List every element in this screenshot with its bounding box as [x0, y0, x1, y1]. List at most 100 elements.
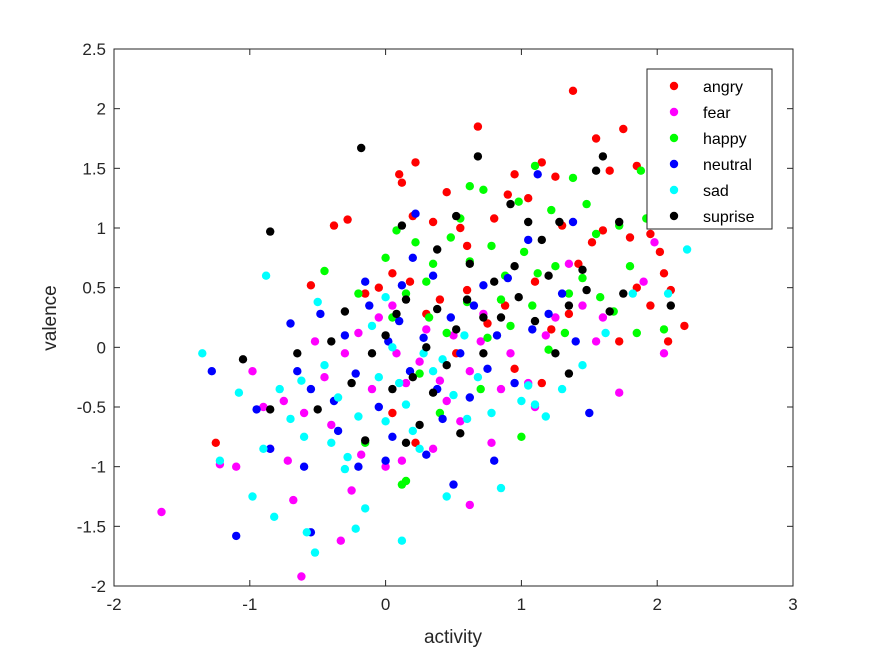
data-point — [286, 319, 295, 328]
legend-item-happy: happy — [669, 131, 747, 148]
data-point — [401, 400, 411, 409]
data-point — [462, 295, 472, 304]
data-point — [557, 384, 567, 394]
data-point — [365, 301, 374, 310]
data-point — [299, 462, 309, 471]
data-point — [503, 273, 512, 283]
data-point — [598, 313, 608, 322]
data-point — [422, 277, 431, 286]
data-point — [270, 512, 279, 521]
data-point — [207, 367, 216, 376]
data-point — [405, 277, 415, 286]
data-point — [585, 408, 594, 418]
data-point — [442, 396, 451, 406]
data-point — [479, 281, 488, 290]
data-point — [571, 337, 580, 346]
y-tick-label: -2 — [91, 577, 106, 596]
data-point — [286, 414, 295, 424]
data-point — [297, 376, 306, 385]
data-point — [564, 289, 574, 298]
data-point — [541, 412, 550, 421]
data-point — [564, 369, 574, 378]
data-point — [395, 170, 404, 179]
data-point — [442, 492, 451, 501]
data-point — [496, 313, 506, 322]
data-point — [442, 188, 451, 197]
y-tick-label: 0 — [97, 338, 106, 357]
data-point — [510, 378, 519, 388]
data-point — [234, 388, 244, 397]
legend-marker — [669, 133, 679, 143]
data-point — [306, 384, 316, 394]
data-point — [388, 343, 397, 352]
x-tick-label: 0 — [381, 595, 390, 614]
data-point — [582, 285, 591, 295]
data-point — [428, 217, 438, 227]
data-point — [367, 321, 377, 331]
data-point — [487, 408, 496, 418]
data-point — [560, 328, 570, 338]
data-point — [514, 293, 523, 302]
data-point — [411, 209, 420, 218]
data-point — [490, 277, 499, 286]
y-tick-label: 1 — [97, 219, 106, 238]
data-point — [490, 214, 499, 223]
data-point — [261, 271, 271, 280]
data-point — [329, 221, 339, 230]
data-point — [424, 313, 434, 322]
data-point — [415, 369, 424, 378]
data-point — [336, 536, 345, 545]
data-point — [533, 170, 542, 179]
data-point — [395, 378, 404, 388]
data-point — [598, 152, 608, 161]
data-point — [537, 158, 546, 167]
data-point — [533, 269, 542, 278]
data-point — [530, 400, 540, 409]
data-point — [537, 235, 546, 245]
data-point — [408, 426, 417, 436]
data-point — [551, 313, 560, 322]
data-point — [452, 211, 461, 221]
data-point — [313, 297, 322, 307]
data-point — [564, 309, 574, 319]
data-point — [574, 259, 583, 268]
legend-marker — [669, 81, 679, 91]
data-point — [625, 233, 635, 242]
data-point — [327, 337, 336, 346]
data-point — [465, 500, 474, 510]
data-point — [492, 331, 502, 340]
data-point — [615, 217, 624, 227]
y-tick-label: -1.5 — [77, 517, 106, 536]
data-point — [320, 361, 329, 370]
data-point — [659, 269, 669, 278]
data-point — [547, 325, 556, 334]
data-point — [510, 262, 519, 271]
data-point — [422, 325, 431, 334]
data-point — [438, 414, 447, 424]
data-point — [551, 262, 560, 271]
data-point — [435, 376, 445, 385]
data-point — [401, 295, 411, 304]
data-point — [568, 86, 578, 96]
data-point — [320, 266, 329, 276]
data-point — [211, 438, 220, 447]
data-point — [340, 464, 350, 474]
data-point — [232, 462, 241, 471]
data-point — [351, 369, 360, 378]
data-point — [496, 384, 506, 394]
legend-item-neutral: neutral — [669, 157, 752, 174]
data-point — [619, 289, 628, 298]
legend-label: neutral — [703, 157, 752, 174]
data-point — [446, 313, 455, 322]
data-point — [259, 444, 268, 453]
data-point — [456, 429, 465, 438]
data-point — [496, 483, 506, 493]
series-happy — [320, 161, 669, 489]
data-point — [238, 355, 248, 364]
data-point — [442, 361, 451, 370]
data-point — [456, 349, 465, 358]
data-point — [555, 217, 564, 227]
data-point — [299, 408, 309, 418]
data-point — [446, 233, 455, 242]
data-point — [397, 536, 407, 545]
